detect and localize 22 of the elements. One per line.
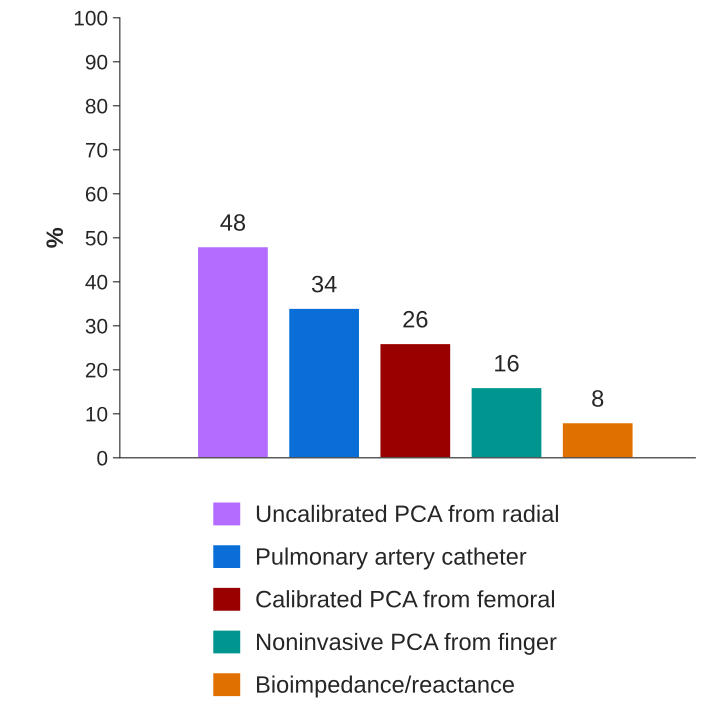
y-tick-label: 70 bbox=[86, 142, 108, 158]
y-tick-label: 20 bbox=[86, 362, 108, 378]
y-tick-label: 0 bbox=[97, 450, 108, 466]
data-label: 26 bbox=[403, 310, 428, 328]
y-tick-label: 10 bbox=[86, 406, 108, 422]
data-label: 16 bbox=[495, 354, 519, 372]
y-tick-label: 40 bbox=[85, 274, 108, 290]
y-tick-label: 100 bbox=[74, 10, 108, 26]
y-axis-title: % bbox=[46, 228, 64, 248]
legend-label: Pulmonary artery catheter bbox=[257, 547, 526, 570]
y-tick-label: 30 bbox=[86, 318, 108, 334]
y-tick-label: 60 bbox=[86, 186, 108, 202]
legend-label: Bioimpedance/reactance bbox=[257, 676, 514, 698]
data-label: 8 bbox=[592, 390, 604, 407]
y-tick-label: 50 bbox=[86, 230, 108, 246]
legend-label: Uncalibrated PCA from radial bbox=[256, 504, 558, 522]
y-tick-label: 90 bbox=[86, 54, 108, 70]
legend-label: Calibrated PCA from femoral bbox=[256, 590, 554, 608]
data-label: 34 bbox=[312, 276, 337, 292]
data-label: 48 bbox=[220, 214, 246, 231]
y-tick-label: 80 bbox=[86, 98, 108, 114]
legend-label: Noninvasive PCA from finger bbox=[257, 632, 557, 655]
